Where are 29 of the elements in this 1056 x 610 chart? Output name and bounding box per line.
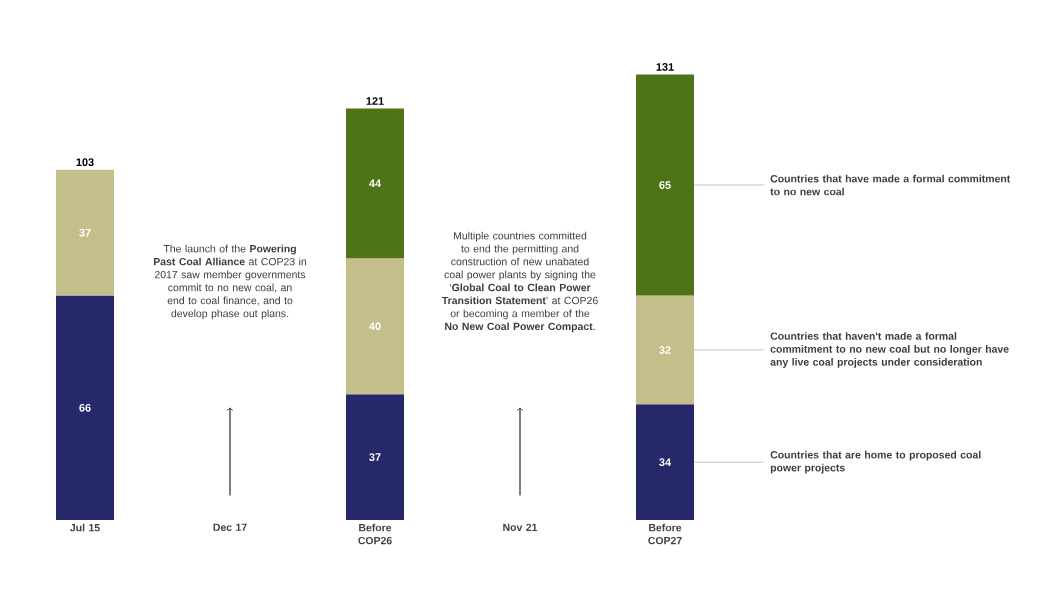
bar — [56, 169, 115, 296]
x-tick-label: Dec 17 — [213, 523, 247, 531]
data-label: 40 — [369, 322, 381, 331]
data-label: 32 — [659, 346, 671, 354]
bar — [346, 394, 405, 520]
data-label: 44 — [369, 179, 382, 188]
text: Countries that haven't made a formal commitment to no new coal but no longer have any live coal projects under consideration — [770, 332, 1009, 368]
bar — [636, 295, 695, 405]
data-label: 37 — [369, 453, 381, 461]
total-label: 103 — [76, 158, 94, 167]
text: Multiple countries committed to end the permitting and construction of new unabated coal power plants by signing the ‘Global Coal to Clean Power Transition Statement’ at COP26 or becoming a member of the No New Coal Power Compact. — [441, 231, 598, 333]
x-tick-label: Jul 15 — [70, 523, 100, 532]
bar — [636, 74, 695, 296]
x-tick-label: Nov 21 — [503, 523, 538, 532]
bar — [56, 295, 115, 520]
data-label: 65 — [659, 181, 671, 189]
x-tick-label: Before COP26 — [358, 523, 392, 545]
data-label: 66 — [79, 403, 91, 412]
text: Countries that have made a formal commitment to no new coal — [770, 174, 1011, 196]
text: Countries that are home to proposed coal power projects — [770, 450, 981, 474]
total-label: 131 — [656, 63, 674, 71]
bar — [346, 258, 405, 395]
bar — [346, 108, 405, 259]
total-label: 121 — [366, 97, 384, 105]
data-label: 37 — [79, 228, 91, 237]
data-label: 34 — [659, 458, 672, 467]
annotation: The launch of the Powering Past Coal Alliance at COP23 in 2017 saw member governments commit to no new coal, an end to coal finance, and to develop phase out plans. — [153, 244, 307, 320]
bar — [636, 404, 695, 520]
x-tick-label: Before COP27 — [648, 523, 682, 545]
